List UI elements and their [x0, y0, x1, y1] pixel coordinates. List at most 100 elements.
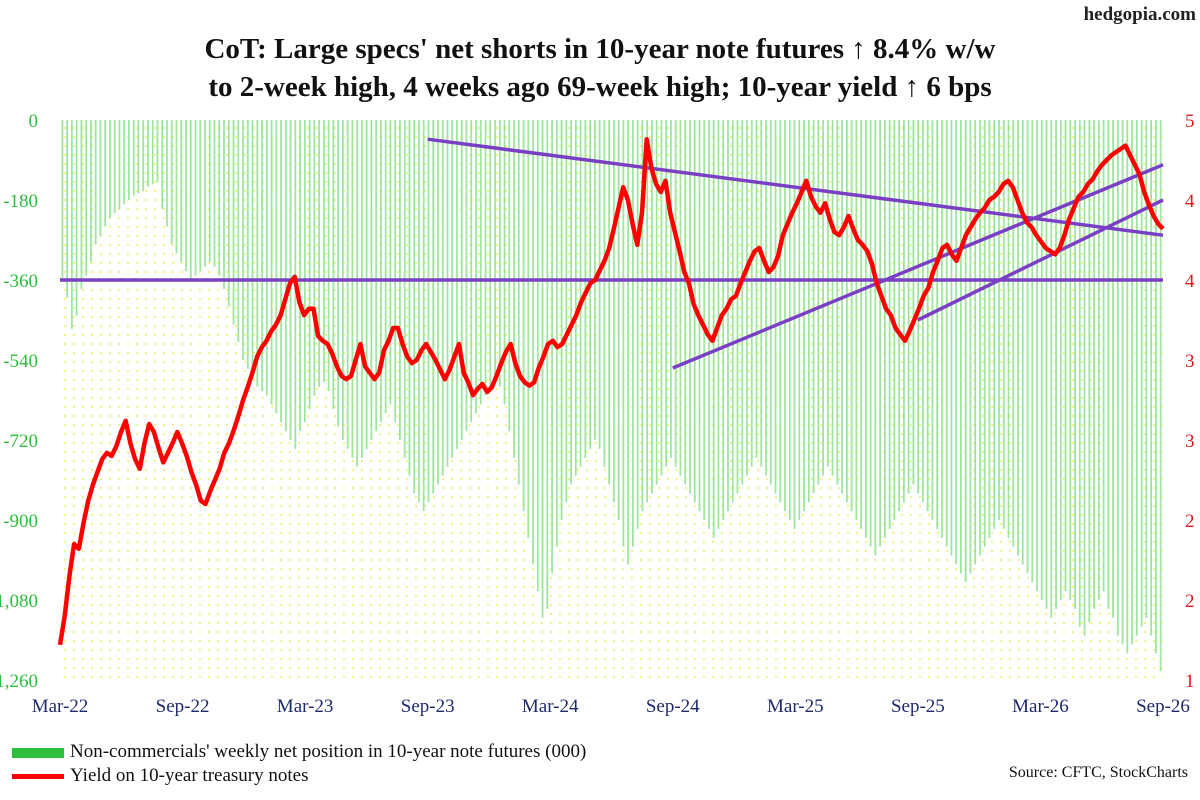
bar	[622, 120, 625, 547]
bar	[118, 120, 121, 209]
bar	[565, 120, 568, 503]
bar	[1017, 120, 1019, 556]
bar	[1121, 120, 1124, 645]
x-tick-label: Sep-25	[891, 696, 945, 717]
bar	[503, 120, 506, 405]
bar	[322, 120, 325, 383]
bar	[470, 120, 473, 423]
bar	[1050, 120, 1053, 618]
right-tick-label: 3	[1185, 431, 1195, 452]
trendline-4	[917, 198, 1164, 322]
bar	[922, 120, 924, 503]
left-tick-label: -720	[3, 431, 38, 452]
bar	[1036, 120, 1038, 592]
trendline-2	[427, 137, 1164, 237]
bar	[232, 120, 235, 325]
bar	[437, 120, 439, 485]
legend-swatch-line	[12, 774, 64, 780]
bar	[156, 120, 159, 183]
bar	[774, 120, 777, 494]
bar	[508, 120, 511, 432]
bar	[941, 120, 943, 538]
bar	[674, 120, 677, 467]
bar	[223, 120, 225, 289]
bar	[142, 120, 145, 192]
bar	[175, 120, 178, 254]
bar	[617, 120, 620, 520]
bar	[879, 120, 882, 547]
legend-label-line: Yield on 10-year treasury notes	[70, 765, 309, 786]
bar	[998, 120, 1000, 520]
left-tick-label: -180	[3, 191, 38, 212]
bar	[612, 120, 615, 503]
bar	[969, 120, 972, 574]
bar	[90, 120, 92, 263]
bar	[874, 120, 877, 556]
bar	[793, 120, 796, 529]
bar	[284, 120, 287, 432]
bar	[736, 120, 739, 494]
left-tick-label: 0	[29, 111, 39, 132]
bar	[256, 120, 259, 387]
bar	[1140, 120, 1143, 627]
plot-background	[60, 120, 1163, 680]
bar	[318, 120, 321, 387]
bar	[1088, 120, 1091, 623]
bar	[845, 120, 848, 503]
bar	[137, 120, 140, 194]
bar	[242, 120, 244, 360]
bar	[579, 120, 582, 467]
bar	[151, 120, 154, 185]
bar	[731, 120, 734, 503]
bar	[574, 120, 577, 476]
bar	[784, 120, 786, 512]
bar	[651, 120, 653, 494]
bar	[109, 120, 111, 218]
bar	[261, 120, 263, 392]
bar	[422, 120, 425, 512]
bar	[389, 120, 392, 405]
bar	[394, 120, 397, 423]
bar	[327, 120, 330, 392]
bar	[532, 120, 534, 565]
bar	[964, 120, 967, 583]
bar	[712, 120, 715, 538]
bar	[446, 120, 449, 467]
bar	[655, 120, 658, 485]
bar	[185, 120, 187, 272]
bar	[974, 120, 977, 565]
bar	[199, 120, 202, 272]
x-tick-label: Mar-23	[277, 696, 334, 717]
bar	[356, 120, 359, 467]
bar	[1126, 120, 1129, 654]
bar	[70, 120, 73, 329]
bar	[346, 120, 349, 449]
x-tick-label: Sep-22	[156, 696, 210, 717]
bar	[679, 120, 682, 476]
bar	[270, 120, 273, 405]
yield-line	[57, 136, 1165, 646]
bar	[237, 120, 240, 343]
x-tick-label: Mar-25	[767, 696, 824, 717]
bar	[1097, 120, 1100, 600]
bar	[299, 120, 301, 432]
bar	[536, 120, 539, 592]
bar	[1026, 120, 1029, 574]
legend-item-bars: Non-commercials' weekly net position in …	[12, 741, 586, 763]
bar	[180, 120, 183, 263]
bar	[636, 120, 639, 529]
bar	[689, 120, 691, 494]
bar	[812, 120, 815, 494]
right-tick-label: 4	[1185, 271, 1195, 292]
bar	[779, 120, 782, 503]
bar	[708, 120, 710, 529]
bar	[128, 120, 130, 200]
bar	[703, 120, 706, 520]
bar	[1074, 120, 1076, 609]
bar	[993, 120, 996, 529]
bar	[983, 120, 986, 547]
bar	[351, 120, 354, 458]
bar	[936, 120, 939, 529]
bar	[213, 120, 216, 267]
bar	[555, 120, 558, 547]
